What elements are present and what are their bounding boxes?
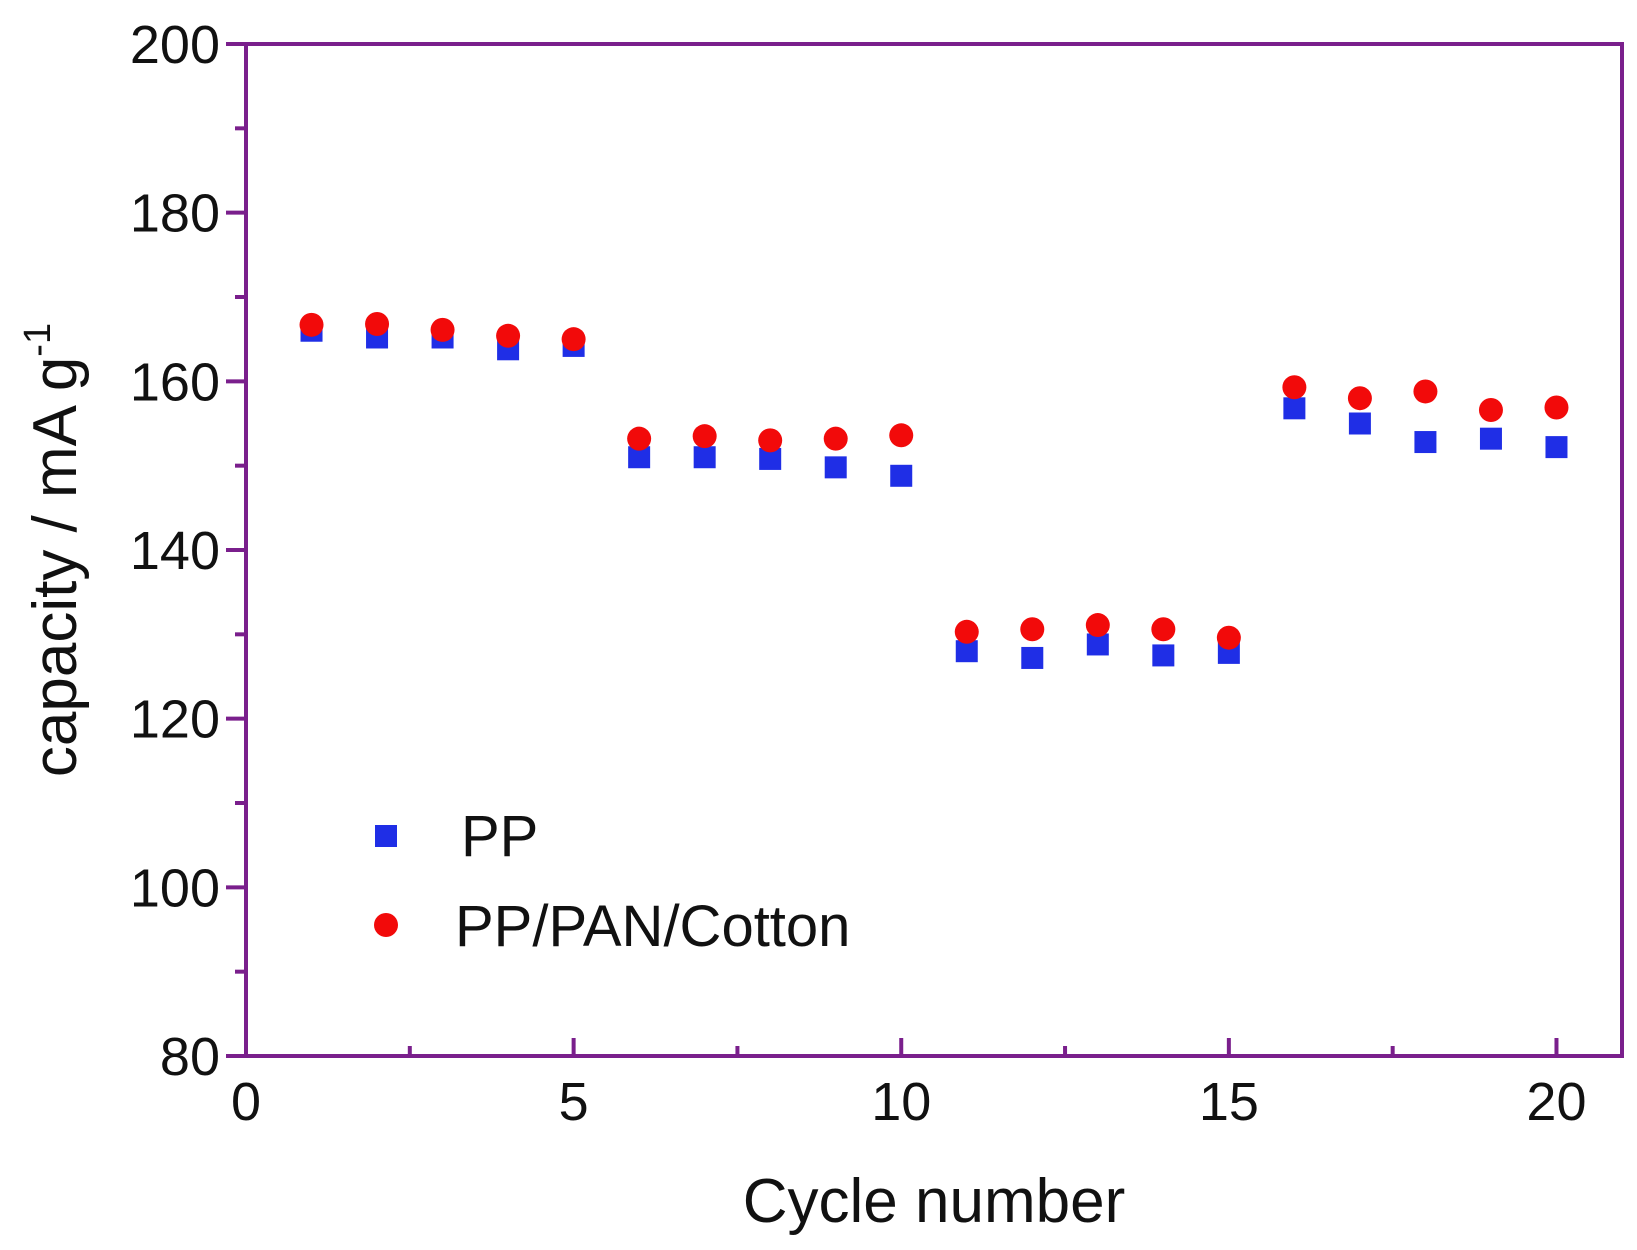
data-point-pp-pan-cotton [1413,379,1438,404]
data-point-pp-pan-cotton [627,426,652,451]
data-point-pp [1086,633,1109,656]
svg-text:capacity / mA g-1: capacity / mA g-1 [17,323,90,777]
legend-marker-pp [375,825,397,847]
data-point-pp-pan-cotton [561,327,586,352]
data-point-pp-pan-cotton [430,317,455,342]
data-point-pp [1021,646,1044,669]
data-point-pp-pan-cotton [1544,395,1569,420]
data-point-pp [693,446,716,469]
data-point-pp-pan-cotton [299,312,324,337]
data-point-pp [824,456,847,479]
data-point-pp-pan-cotton [1347,386,1372,411]
y-tick-label: 140 [130,521,220,581]
data-point-pp [1479,427,1502,450]
y-axis-title-group: capacity / mA g-1 [17,323,90,777]
legend-label-pp-pan-cotton: PP/PAN/Cotton [455,894,850,959]
data-point-pp [628,446,651,469]
data-point-pp-pan-cotton [692,424,717,449]
data-point-pp-pan-cotton [823,426,848,451]
data-point-pp-pan-cotton [1478,398,1503,423]
data-point-pp-pan-cotton [1085,613,1110,638]
data-point-pp-pan-cotton [1020,617,1045,642]
data-point-pp [890,464,913,487]
data-point-pp-pan-cotton [1282,375,1307,400]
y-axis-title-superscript: -1 [17,323,59,357]
y-tick-label: 100 [130,858,220,918]
y-tick-label: 80 [160,1027,220,1087]
x-tick-label: 20 [1526,1072,1586,1132]
y-axis-title: capacity / mA g [21,357,90,777]
data-point-pp [1348,412,1371,435]
y-tick-label: 120 [130,690,220,750]
x-tick-label: 15 [1199,1072,1259,1132]
x-tick-label: 10 [871,1072,931,1132]
plot-frame [244,42,1624,1058]
x-tick-label: 0 [231,1072,261,1132]
data-point-pp-pan-cotton [1151,617,1176,642]
data-point-pp-pan-cotton [889,423,914,448]
data-point-pp-pan-cotton [1216,625,1241,650]
tick-labels: 0 5 10 15 20 80 100 120 140 160 180 200 [130,15,1587,1132]
data-point-pp [955,640,978,663]
data-point-pp-pan-cotton [758,428,783,453]
y-tick-label: 160 [130,352,220,412]
data-point-pp-pan-cotton [954,619,979,644]
x-tick-label: 5 [559,1072,589,1132]
legend-marker-pp-pan-cotton [374,913,398,937]
data-point-pp-pan-cotton [496,323,521,348]
legend: PP PP/PAN/Cotton [374,804,850,959]
data-point-pp [759,447,782,470]
tick-marks [226,42,1559,1058]
legend-label-pp: PP [461,804,538,869]
data-point-pp [1152,644,1175,667]
data-point-pp-pan-cotton [365,311,390,336]
data-point-pp [1283,397,1306,420]
x-axis-title: Cycle number [743,1167,1125,1236]
data-marks [299,311,1569,669]
y-tick-label: 180 [130,184,220,244]
data-point-pp [1545,436,1568,459]
data-point-pp [1414,431,1437,454]
y-tick-label: 200 [130,15,220,75]
